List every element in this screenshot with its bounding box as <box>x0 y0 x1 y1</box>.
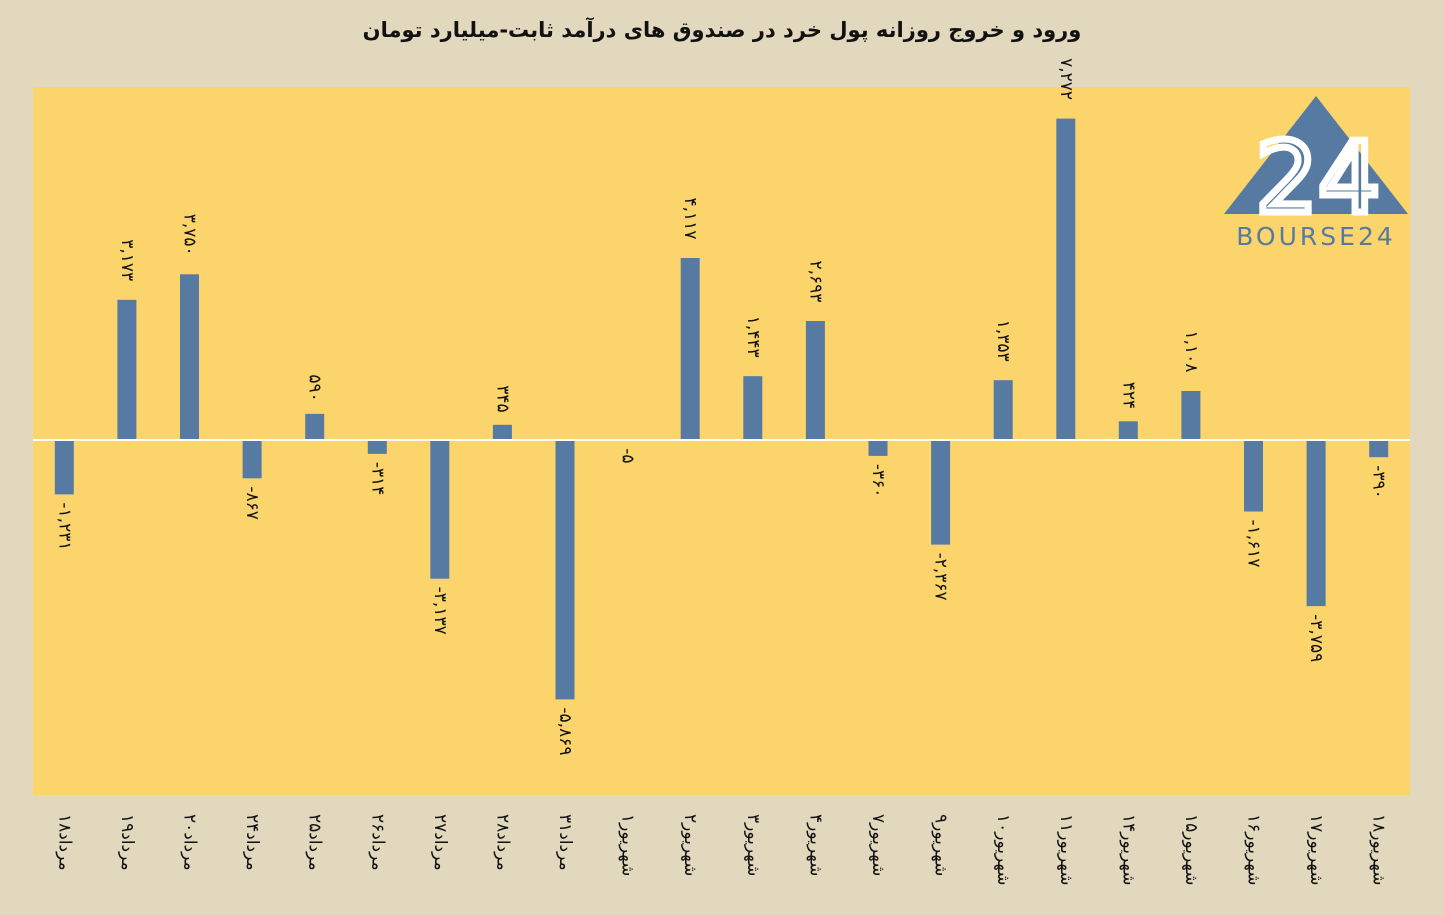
x-tick-label: ۲۵مرداد <box>305 814 325 871</box>
x-tick-label: ۱۶شهریور <box>1244 814 1264 885</box>
bar <box>117 299 137 440</box>
bar <box>555 440 575 700</box>
data-label: -۳,۱۳۷ <box>430 587 450 635</box>
bar <box>180 274 199 441</box>
x-tick-label: ۱۹مرداد <box>117 814 137 871</box>
x-tick-label: ۷شهریور <box>868 814 888 876</box>
data-label: -۱,۶۱۷ <box>1244 519 1264 567</box>
data-label: -۸۶۷ <box>242 486 262 520</box>
x-tick-label: ۲۸مرداد <box>492 814 512 871</box>
data-label: -۱,۲۳۱ <box>54 502 74 550</box>
bar <box>1118 421 1138 440</box>
data-label: ۳,۱۷۳ <box>117 239 137 281</box>
x-tick-label: ۱۱شهریور <box>1056 814 1076 885</box>
x-tick-label: ۱۸مرداد <box>54 814 74 871</box>
x-tick-label: ۹شهریور <box>931 814 951 876</box>
x-tick-label: ۱شهریور <box>618 814 638 876</box>
bar <box>868 440 888 456</box>
bar <box>54 440 74 495</box>
bar <box>305 413 325 440</box>
x-tick-label: ۲۷مرداد <box>430 814 450 871</box>
data-label: ۱,۱۰۸ <box>1181 331 1201 373</box>
bar <box>1306 440 1326 607</box>
bar <box>430 440 450 579</box>
bourse24-logo: 24 BOURSE24 <box>1224 96 1408 251</box>
bar <box>1056 118 1076 440</box>
bars-group <box>54 118 1389 700</box>
data-label: -۳۱۴ <box>367 462 387 496</box>
data-label: ۷,۲۷۲ <box>1056 58 1076 100</box>
bar <box>931 440 951 545</box>
logo-mark: 24 <box>1256 122 1381 236</box>
data-label: -۳,۷۵۹ <box>1306 614 1326 662</box>
data-label: -۲,۳۶۷ <box>931 553 951 601</box>
x-tick-label: ۲۶مرداد <box>367 814 387 871</box>
data-label: -۳۶۰ <box>868 464 888 498</box>
x-tick-label: ۴شهریور <box>805 814 825 876</box>
bar <box>492 424 512 440</box>
data-label: ۳۴۵ <box>492 385 512 412</box>
bar <box>367 440 387 454</box>
x-tick-label: ۱۷شهریور <box>1306 814 1326 885</box>
x-tick-label: ۲۴مرداد <box>242 814 262 871</box>
x-tick-label: ۲۰مرداد <box>179 814 199 871</box>
bar <box>1244 440 1263 512</box>
data-label: -۳۹۰ <box>1369 465 1389 499</box>
x-tick-label: ۳۱مرداد <box>555 814 575 871</box>
bar <box>1181 391 1201 440</box>
data-label: ۳,۷۵۰ <box>179 214 199 256</box>
data-label: -۵,۸۶۹ <box>555 707 575 755</box>
x-tick-label: ۱۵شهریور <box>1181 814 1201 885</box>
data-label: ۲,۶۹۳ <box>805 260 825 302</box>
logo-text: BOURSE24 <box>1236 222 1396 251</box>
bar <box>805 321 825 440</box>
data-label: ۴۲۴ <box>1118 382 1138 409</box>
data-label: ۱,۴۴۳ <box>743 316 763 358</box>
data-label: ۱,۳۵۳ <box>993 320 1013 362</box>
x-tick-label: ۱۸شهریور <box>1369 814 1389 885</box>
x-tick-label: ۲شهریور <box>680 814 700 876</box>
bar <box>680 258 700 440</box>
data-label: ۵۹۰ <box>305 374 325 401</box>
data-label: ۴,۱۱۷ <box>680 198 700 240</box>
x-tick-label: ۱۴شهریور <box>1118 814 1138 885</box>
data-label: -۵ <box>618 448 638 463</box>
x-tick-label: ۳شهریور <box>743 814 763 876</box>
bar <box>743 376 763 440</box>
bar <box>242 440 262 479</box>
bar <box>1369 440 1389 458</box>
logo-triangle <box>1224 96 1408 214</box>
chart-title: ورود و خروج روزانه پول خرد در صندوق های … <box>362 18 1082 42</box>
x-tick-label: ۱۰شهریور <box>993 814 1013 885</box>
bar <box>993 380 1013 440</box>
